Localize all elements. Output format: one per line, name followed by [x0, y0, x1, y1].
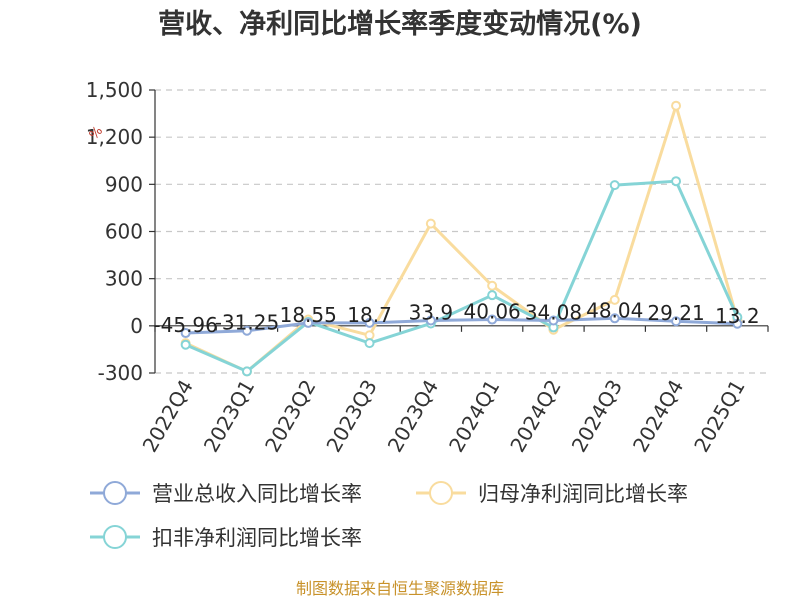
series-0 [180, 313, 743, 339]
data-label: 48.04 [586, 298, 643, 322]
x-tick-label: 2023Q4 [383, 375, 443, 456]
legend-label: 归母净利润同比增长率 [478, 482, 688, 506]
x-tick-label: 2024Q4 [628, 376, 688, 457]
data-point[interactable] [548, 315, 559, 326]
data-point[interactable] [487, 290, 498, 301]
series-line [185, 179, 739, 373]
x-tick-label: 2024Q3 [567, 376, 627, 457]
data-point[interactable] [303, 317, 314, 328]
data-label: 13.2 [715, 304, 760, 328]
x-tick-label: 2023Q2 [260, 376, 320, 457]
data-point[interactable] [241, 366, 252, 377]
legend-item[interactable]: 归母净利润同比增长率 [416, 481, 688, 506]
y-tick-label: 600 [105, 220, 143, 244]
data-label: 33.9 [409, 301, 454, 325]
data-point[interactable] [609, 294, 620, 305]
data-point[interactable] [180, 328, 191, 339]
y-tick-label: 1,500 [86, 78, 143, 102]
data-point[interactable] [609, 180, 620, 191]
data-label: 29.21 [647, 301, 704, 325]
data-point[interactable] [671, 100, 682, 111]
data-label: 18.7 [347, 303, 392, 327]
data-point[interactable] [487, 314, 498, 325]
legend-marker [429, 481, 453, 505]
data-point[interactable] [364, 317, 375, 328]
legend-label: 营业总收入同比增长率 [152, 482, 362, 506]
series-lines [180, 100, 743, 377]
data-point[interactable] [671, 176, 682, 187]
source-note: 制图数据来自恒生聚源数据库 [296, 579, 504, 598]
data-point[interactable] [487, 280, 498, 291]
data-label: 40.06 [464, 300, 521, 324]
chart-title: 营收、净利同比增长率季度变动情况(%) [158, 8, 642, 40]
data-label: -31.25 [215, 311, 279, 335]
y-tick-label: 0 [130, 314, 143, 338]
data-label: 34.08 [525, 300, 582, 324]
series-2 [180, 176, 743, 377]
data-point[interactable] [241, 325, 252, 336]
data-point[interactable] [425, 315, 436, 326]
y-tick-label: -300 [98, 361, 143, 385]
series-line [185, 316, 738, 335]
data-label: 18.55 [280, 303, 337, 327]
x-tick-label: 2023Q1 [199, 376, 259, 457]
data-point[interactable] [364, 338, 375, 349]
legend-marker [103, 481, 127, 505]
x-tick-label: 2024Q1 [444, 376, 504, 457]
y-tick-label: 900 [105, 172, 143, 196]
y-tick-label: 300 [105, 267, 143, 291]
x-tick-label: 2024Q2 [505, 376, 565, 457]
x-tick-label: 2022Q4 [138, 376, 198, 457]
data-label: -45.96 [153, 313, 217, 337]
legend-label: 扣非净利润同比增长率 [152, 526, 362, 550]
data-point[interactable] [180, 339, 191, 350]
legend-marker [103, 525, 127, 549]
data-point[interactable] [425, 218, 436, 229]
data-point[interactable] [671, 316, 682, 327]
x-tick-label: 2025Q1 [689, 376, 749, 457]
legend-item[interactable]: 营业总收入同比增长率 [90, 481, 362, 506]
x-tick-label: 2023Q3 [321, 376, 381, 457]
data-point[interactable] [732, 318, 743, 329]
data-labels: -45.96-31.25 18.55 18.7 33.9 40.06 34.08 48.04… [153, 298, 759, 337]
y-tick-label: 1,200 [86, 125, 143, 149]
legend-item[interactable]: 扣非净利润同比增长率 [90, 525, 362, 550]
data-point[interactable] [364, 330, 375, 341]
data-point[interactable] [609, 313, 620, 324]
